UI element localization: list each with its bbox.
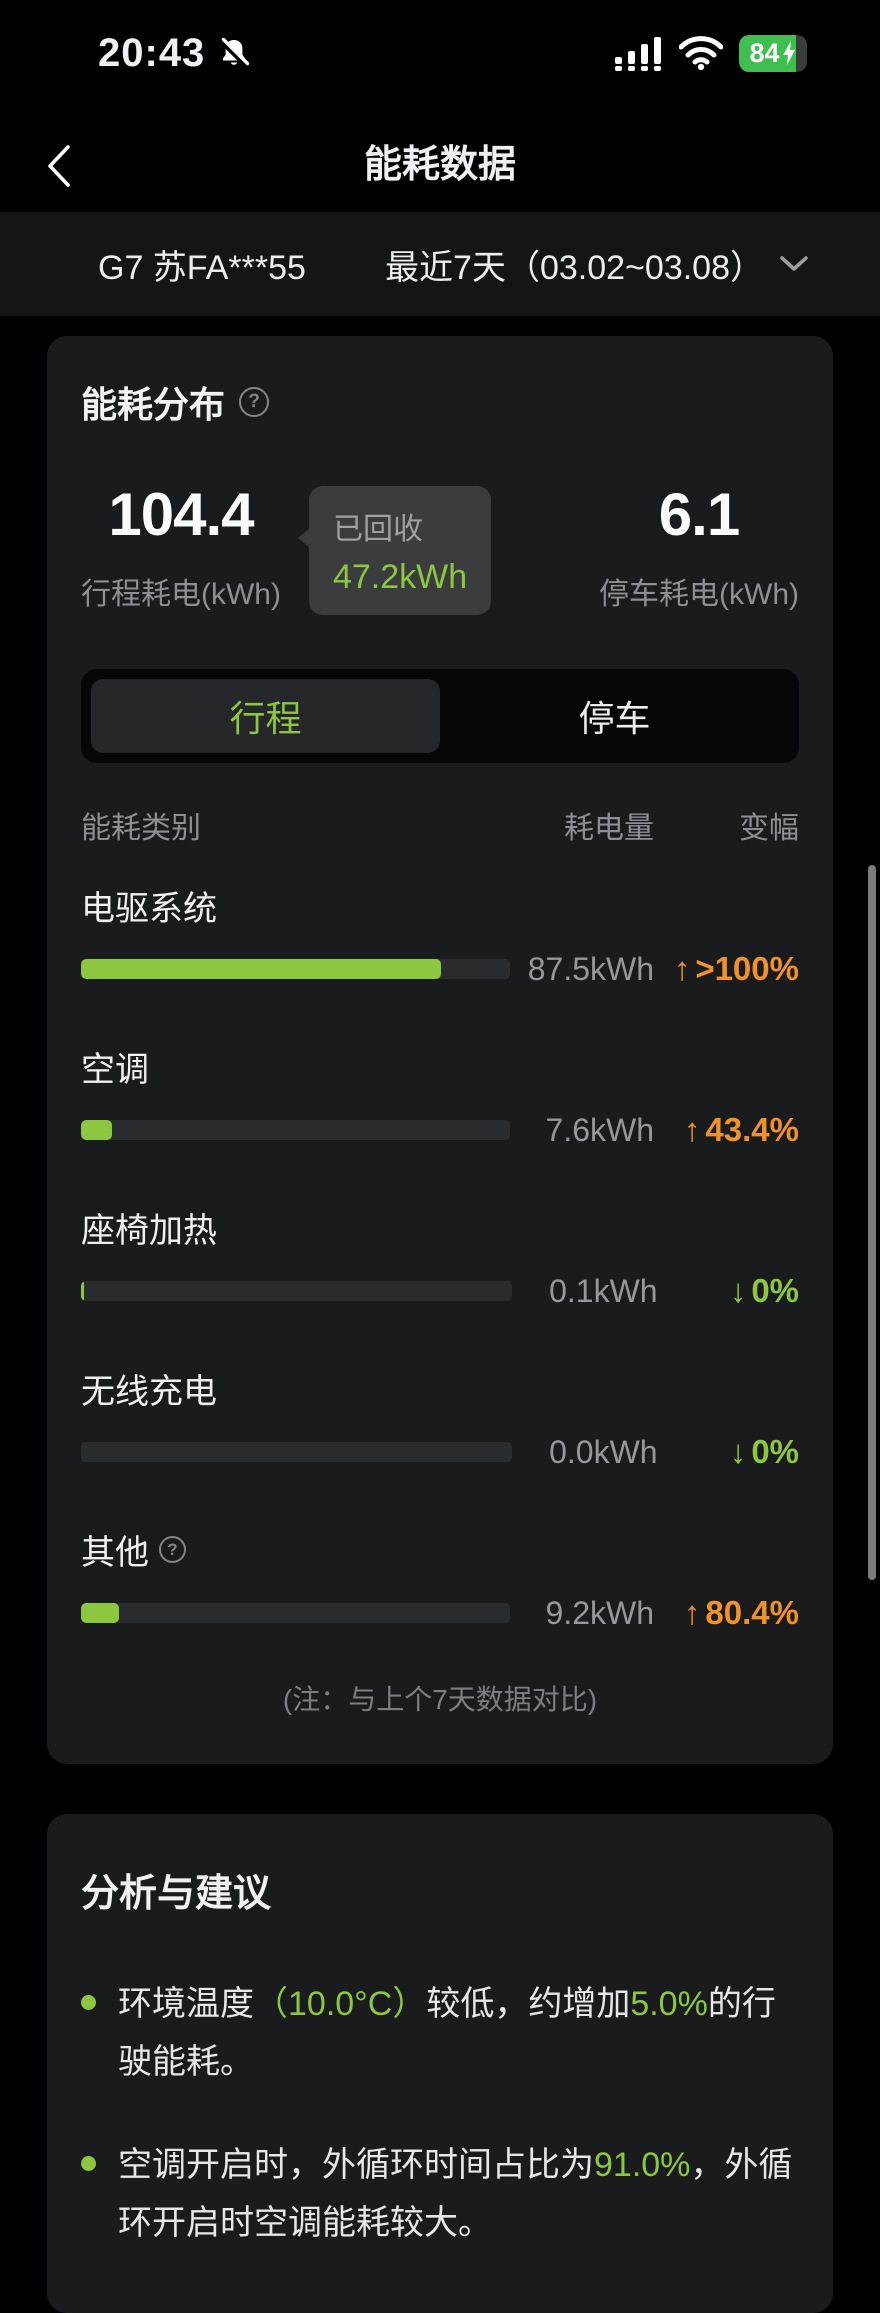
wifi-icon: [679, 36, 723, 70]
consumption-rows: 电驱系统 87.5kWh ↑ >100% 空调 7.6kWh: [81, 881, 799, 1632]
row-change: ↑ >100%: [674, 950, 799, 988]
row-label: 空调: [81, 1051, 149, 1089]
charging-bolt-icon: [782, 41, 795, 65]
parking-consumption-stat: 6.1 停车耗电(kWh): [599, 480, 799, 613]
row-label: 无线充电: [81, 1373, 217, 1411]
scrollbar-thumb[interactable]: [868, 865, 876, 1580]
row-value: 7.6kWh: [545, 1111, 654, 1148]
consumption-row: 座椅加热 0.1kWh ↓ 0%: [81, 1203, 799, 1310]
battery-percent: 84: [749, 37, 780, 68]
help-icon[interactable]: ?: [159, 1536, 186, 1563]
help-icon[interactable]: ?: [239, 387, 270, 417]
row-value: 0.0kWh: [549, 1433, 658, 1470]
row-change-text: >100%: [695, 950, 799, 987]
consumption-bar: [81, 1442, 513, 1462]
nav-header: 能耗数据: [0, 96, 880, 204]
row-change-text: 43.4%: [705, 1111, 799, 1148]
card-title: 能耗分布: [81, 384, 226, 425]
trip-parking-tabs: 行程 停车: [81, 669, 799, 763]
notifications-muted-icon: [217, 36, 251, 70]
analysis-bullets: 环境温度（10.0°C）较低，约增加5.0%的行驶能耗。 空调开启时，外循环时间…: [81, 1975, 799, 2253]
consumption-bar: [81, 1281, 513, 1301]
status-bar: 20:43: [0, 0, 880, 96]
analysis-title: 分析与建议: [81, 1873, 272, 1915]
recovered-energy-tooltip: 已回收 47.2kWh: [297, 486, 492, 615]
consumption-bar: [81, 1120, 510, 1140]
row-label: 电驱系统: [81, 890, 217, 928]
change-arrow-icon: ↓: [729, 1433, 747, 1470]
row-value: 87.5kWh: [527, 950, 654, 987]
consumption-row: 其他 ? 9.2kWh ↑ 80.4%: [81, 1525, 799, 1632]
trip-consumption-stat: 104.4 行程耗电(kWh): [81, 480, 281, 613]
tab-0[interactable]: 行程: [91, 679, 440, 753]
parking-consumption-value: 6.1: [658, 481, 740, 548]
tab-1[interactable]: 停车: [578, 698, 651, 739]
row-change-text: 80.4%: [705, 1594, 799, 1631]
trip-consumption-value: 104.4: [108, 481, 254, 548]
analysis-bullet: 环境温度（10.0°C）较低，约增加5.0%的行驶能耗。: [81, 1975, 799, 2092]
battery-indicator: 84: [739, 34, 807, 72]
consumption-bar: [81, 1603, 510, 1623]
trip-consumption-label: 行程耗电(kWh): [81, 578, 281, 611]
consumption-row: 空调 7.6kWh ↑ 43.4%: [81, 1042, 799, 1149]
row-value: 9.2kWh: [545, 1594, 654, 1631]
row-change: ↑ 80.4%: [684, 1594, 799, 1632]
row-label: 座椅加热: [81, 1212, 217, 1250]
date-range-label: 最近7天（03.02~03.08）: [385, 248, 764, 287]
bullet-dot-icon: [81, 1995, 96, 2010]
recovered-label: 已回收: [332, 513, 423, 546]
chevron-down-icon: [780, 256, 808, 271]
row-change-text: 0%: [751, 1272, 800, 1309]
signal-strength-icon: [613, 35, 663, 71]
table-header: 能耗类别 耗电量 变幅: [81, 803, 799, 847]
change-arrow-icon: ↓: [729, 1272, 747, 1309]
clock: 20:43: [98, 30, 206, 75]
row-change-text: 0%: [751, 1433, 800, 1470]
row-change: ↓ 0%: [688, 1433, 799, 1471]
bullet-text: 空调开启时，外循环时间占比为91.0%，外循环开启时空调能耗较大。: [118, 2145, 793, 2243]
vehicle-name[interactable]: G7 苏FA***55: [98, 248, 306, 287]
analysis-bullet: 空调开启时，外循环时间占比为91.0%，外循环开启时空调能耗较大。: [81, 2136, 799, 2253]
change-arrow-icon: ↑: [683, 1111, 701, 1148]
bullet-text: 环境温度（10.0°C）较低，约增加5.0%的行驶能耗。: [118, 1985, 776, 2082]
consumption-bar: [81, 959, 510, 979]
consumption-bar-fill: [81, 1120, 113, 1140]
parking-consumption-label: 停车耗电(kWh): [599, 578, 799, 611]
column-header-category: 能耗类别: [81, 812, 201, 845]
selector-bar: G7 苏FA***55 最近7天（03.02~03.08）: [0, 212, 880, 316]
analysis-card: 分析与建议 环境温度（10.0°C）较低，约增加5.0%的行驶能耗。 空调开启时…: [47, 1814, 833, 2313]
consumption-bar-fill: [81, 1603, 119, 1623]
change-arrow-icon: ↑: [673, 950, 691, 987]
column-header-change: 变幅: [739, 812, 799, 845]
consumption-bar-fill: [81, 959, 441, 979]
row-label: 其他: [81, 1534, 149, 1572]
row-change: ↓ 0%: [688, 1272, 799, 1310]
recovered-value: 47.2kWh: [332, 558, 468, 596]
comparison-note: (注：与上个7天数据对比): [282, 1684, 598, 1715]
date-range-selector[interactable]: 最近7天（03.02~03.08）: [385, 240, 808, 289]
page-title: 能耗数据: [363, 143, 516, 186]
energy-distribution-card: 能耗分布 ? 104.4 行程耗电(kWh) 已回收 47.2kWh 6.1 停…: [47, 336, 833, 1764]
consumption-row: 无线充电 0.0kWh ↓ 0%: [81, 1364, 799, 1471]
bullet-dot-icon: [81, 2155, 96, 2171]
consumption-bar-fill: [81, 1281, 85, 1301]
consumption-row: 电驱系统 87.5kWh ↑ >100%: [81, 881, 799, 988]
change-arrow-icon: ↑: [683, 1594, 701, 1631]
stats-row: 104.4 行程耗电(kWh) 已回收 47.2kWh 6.1 停车耗电(kWh…: [81, 480, 799, 615]
column-header-value: 耗电量: [564, 812, 654, 845]
back-button[interactable]: [46, 142, 86, 190]
row-change: ↑ 43.4%: [684, 1111, 799, 1149]
row-value: 0.1kWh: [549, 1272, 658, 1309]
